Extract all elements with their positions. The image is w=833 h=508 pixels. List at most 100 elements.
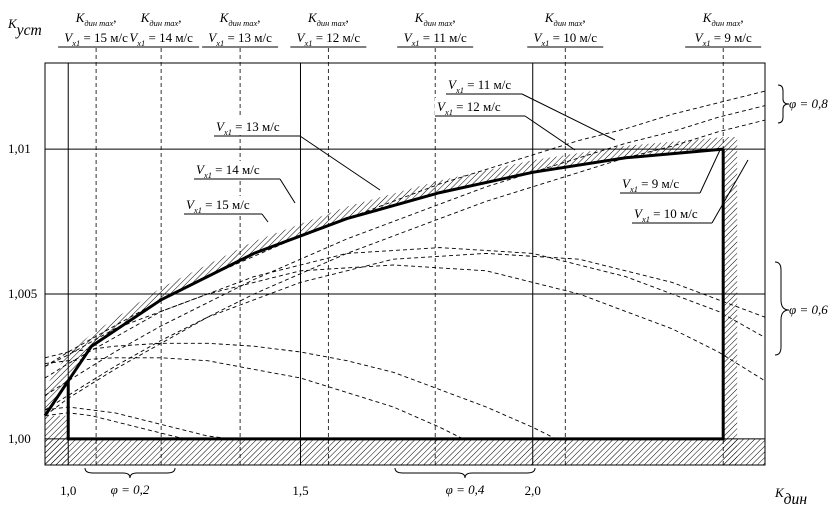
x-axis-label-part: K	[774, 485, 785, 500]
kmax-label-part: дин max	[84, 18, 113, 28]
kmax-label-part: дин max	[423, 18, 452, 28]
kmax-label: Kдин max,	[307, 10, 349, 28]
label-bg	[435, 98, 525, 115]
y-axis-label-part: K	[7, 16, 18, 31]
speed-label-part: x1	[303, 38, 312, 48]
velocity-label-part: = 9 м/с	[638, 176, 679, 191]
kmax-label-part: ,	[452, 10, 455, 25]
velocity-label-part: V	[186, 197, 196, 212]
speed-label-part: V	[695, 30, 705, 45]
kmax-label: Kдин max,	[414, 10, 456, 28]
label-bg	[632, 205, 712, 222]
boundary-frame	[66, 149, 725, 441]
curve	[44, 342, 557, 440]
speed-label-part: x1	[136, 38, 145, 48]
speed-label-part: = 9 м/с	[711, 30, 752, 45]
velocity-label-part: x1	[203, 170, 212, 180]
kmax-label-part: K	[702, 10, 713, 25]
velocity-label-part: V	[622, 176, 632, 191]
speed-label-part: = 15 м/с	[80, 30, 128, 45]
velocity-label: Vx1 = 15 м/с	[186, 197, 250, 215]
speed-label-part: = 14 м/с	[145, 30, 193, 45]
leader-line	[521, 93, 616, 141]
velocity-label-part: = 10 м/с	[650, 206, 698, 221]
kmax-label-part: ,	[113, 10, 116, 25]
kmax-label-part: K	[544, 10, 555, 25]
x-tick-label: 2,0	[525, 483, 541, 498]
hatch-left	[45, 415, 69, 465]
kmax-label-part: ,	[582, 10, 585, 25]
kmax-label-part: ,	[178, 10, 181, 25]
kmax-label-part: дин max	[149, 18, 178, 28]
velocity-label-part: = 14 м/с	[212, 162, 260, 177]
kmax-label: Kдин max,	[219, 10, 261, 28]
kmax-label-part: K	[75, 10, 86, 25]
speed-label-part: = 12 м/с	[312, 30, 360, 45]
speed-label-part: x1	[215, 38, 224, 48]
speed-label-part: = 13 м/с	[224, 30, 272, 45]
speed-label-part: = 10 м/с	[549, 30, 597, 45]
kmax-label-part: ,	[345, 10, 348, 25]
curve	[44, 357, 464, 440]
speed-label-part: V	[129, 30, 139, 45]
kmax-label-part: K	[219, 10, 230, 25]
kmax-label-part: K	[140, 10, 151, 25]
curve	[44, 252, 766, 417]
leader-line	[711, 159, 749, 224]
y-tick-label: 1,01	[8, 141, 31, 156]
boundary	[43, 147, 724, 417]
plot-frame	[44, 62, 766, 466]
speed-label-part: V	[297, 30, 307, 45]
speed-label-part: x1	[411, 38, 420, 48]
y-axis-label-part: уст	[15, 22, 42, 39]
curve	[44, 105, 766, 396]
kmax-label-part: K	[307, 10, 318, 25]
curve	[44, 406, 231, 440]
curve	[44, 90, 766, 367]
leader-line	[699, 149, 721, 194]
velocity-label-part: x1	[629, 184, 638, 194]
velocity-label-part: = 13 м/с	[232, 119, 280, 134]
kmax-label-part: ,	[740, 10, 743, 25]
brace	[777, 84, 790, 124]
speed-label: Vx1 = 14 м/с	[129, 30, 193, 48]
velocity-label-part: = 15 м/с	[202, 197, 250, 212]
speed-label: Vx1 = 15 м/с	[64, 30, 128, 48]
speed-label-part: x1	[702, 38, 711, 48]
speed-label-part: x1	[71, 38, 80, 48]
phi-label: φ = 0,6	[789, 302, 828, 317]
curve	[44, 247, 766, 379]
y-tick-label: 1,005	[8, 286, 37, 301]
velocity-label-part: V	[437, 99, 447, 114]
leader-line	[524, 115, 576, 151]
kmax-label: Kдин max,	[702, 10, 744, 28]
y-tick-label: 1,00	[8, 431, 31, 446]
label-bg	[620, 175, 700, 192]
curve	[44, 264, 766, 382]
x-axis-label: Kдин	[774, 485, 807, 508]
speed-label: Vx1 = 12 м/с	[297, 30, 361, 48]
velocity-label-part: x1	[223, 127, 232, 137]
velocity-label: Vx1 = 13 м/с	[216, 119, 280, 137]
x-tick-label: 1,5	[292, 483, 308, 498]
label-bg	[214, 118, 300, 135]
brace	[394, 467, 536, 479]
kmax-label-part: дин max	[554, 18, 583, 28]
velocity-label-part: V	[216, 119, 226, 134]
x-axis-label-part: дин	[784, 491, 808, 508]
speed-label-part: V	[533, 30, 543, 45]
phi-label: φ = 0,4	[446, 482, 485, 497]
velocity-label: Vx1 = 14 м/с	[196, 162, 260, 180]
velocity-label: Vx1 = 10 м/с	[634, 206, 698, 224]
velocity-label-part: V	[448, 77, 458, 92]
speed-label: Vx1 = 9 м/с	[695, 30, 752, 48]
velocity-label-part: V	[196, 162, 206, 177]
kmax-label-part: K	[414, 10, 425, 25]
x-tick-label: 1,0	[60, 483, 76, 498]
speed-label: Vx1 = 10 м/с	[533, 30, 597, 48]
leader-line	[279, 178, 296, 204]
speed-label-part: = 11 м/с	[420, 30, 467, 45]
kmax-label: Kдин max,	[140, 10, 182, 28]
